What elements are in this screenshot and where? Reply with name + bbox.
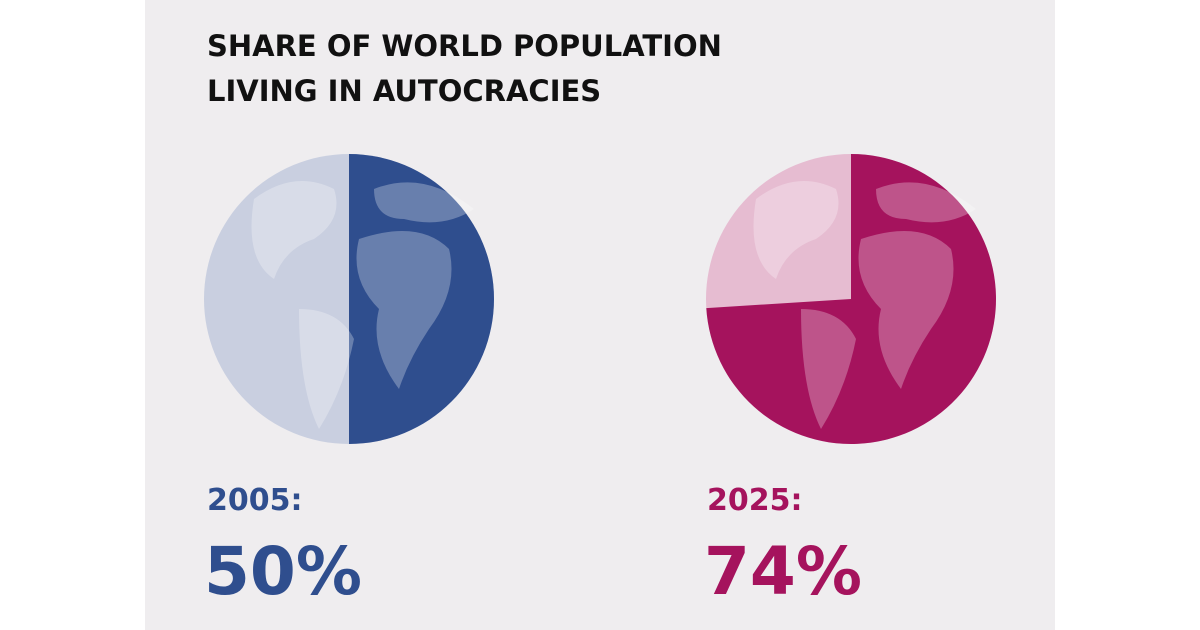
continent	[299, 309, 354, 429]
share-wedge	[706, 154, 996, 444]
value-label: 74%	[704, 533, 862, 610]
continent	[801, 309, 856, 429]
title-line: LIVING IN AUTOCRACIES	[207, 74, 601, 108]
share-wedge	[349, 154, 494, 444]
value-label: 50%	[204, 533, 362, 610]
continent	[858, 231, 954, 389]
continent	[753, 181, 839, 279]
title-line: SHARE OF WORLD POPULATION	[207, 29, 722, 63]
continent	[876, 182, 976, 223]
continent	[251, 181, 337, 279]
continent	[356, 231, 452, 389]
year-label: 2005:	[207, 483, 303, 518]
year-label: 2025:	[707, 483, 803, 518]
continent	[374, 182, 474, 223]
